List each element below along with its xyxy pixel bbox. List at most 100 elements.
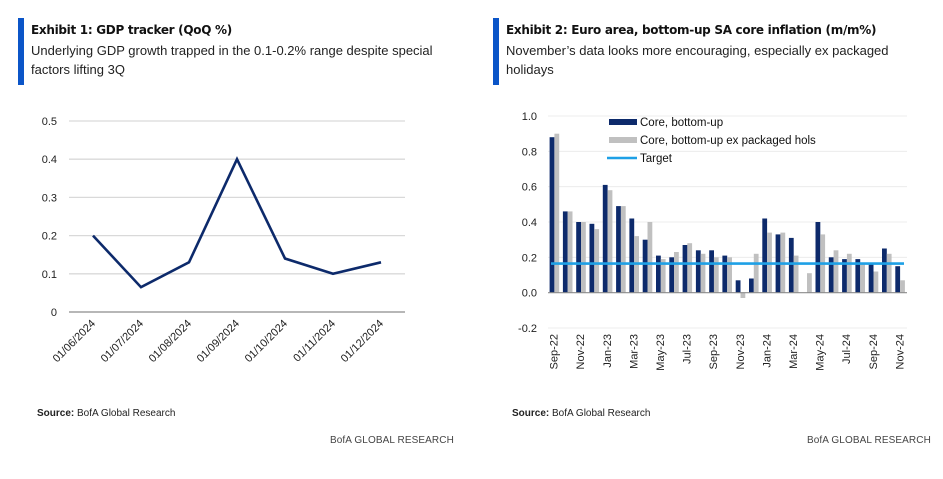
legend-swatch-ex-hols xyxy=(609,137,637,143)
y-tick-label: 0.4 xyxy=(42,154,57,166)
core-ex-hols-bar xyxy=(860,262,865,293)
x-tick-label: May-24 xyxy=(815,334,827,371)
source-label: Source: xyxy=(512,408,550,419)
core-bar xyxy=(709,250,714,293)
y-tick-label: 0.2 xyxy=(522,252,537,264)
exhibit-1-title: Exhibit 1: GDP tracker (QoQ %) xyxy=(31,23,232,37)
y-tick-label: 0.8 xyxy=(522,146,537,158)
core-ex-hols-bar xyxy=(700,253,706,293)
gdp-series-line xyxy=(92,156,382,289)
y-tick-label: -0.2 xyxy=(518,323,537,335)
core-bar xyxy=(762,218,768,293)
y-tick-label: 1.0 xyxy=(522,111,537,123)
x-tick-label: Jul-23 xyxy=(682,334,694,364)
core-bar xyxy=(882,248,887,293)
core-ex-hols-bar xyxy=(807,273,812,293)
source-text: BofA Global Research xyxy=(77,408,176,419)
core-ex-hols-bar xyxy=(740,292,746,298)
core-ex-hols-bar xyxy=(713,257,719,293)
legend-label-ex-hols: Core, bottom-up ex packaged hols xyxy=(640,135,816,147)
core-bar xyxy=(749,278,754,293)
x-tick-label: May-23 xyxy=(655,334,667,371)
core-ex-hols-bar xyxy=(753,253,759,293)
x-tick-label: Nov-23 xyxy=(735,334,747,369)
exhibit-1-panel: Exhibit 1: GDP tracker (QoQ %) Underlyin… xyxy=(0,0,470,479)
legend-label-target: Target xyxy=(640,153,673,165)
x-tick-label: 01/08/2024 xyxy=(147,318,194,365)
exhibit-1-source: Source: BofA Global Research xyxy=(37,408,175,419)
y-tick-label: 0.1 xyxy=(42,269,57,281)
x-tick-label: 01/11/2024 xyxy=(291,318,338,365)
exhibit-2-brand: BofA GLOBAL RESEARCH xyxy=(807,435,931,446)
core-ex-hols-bar xyxy=(886,253,892,293)
core-bar xyxy=(815,222,821,293)
core-ex-hols-bar xyxy=(674,252,679,293)
core-bar xyxy=(576,222,581,293)
core-ex-hols-bar xyxy=(620,206,626,293)
x-tick-label: 01/07/2024 xyxy=(99,318,146,365)
core-bar xyxy=(842,259,847,293)
core-ex-hols-bar xyxy=(554,133,560,293)
source-text: BofA Global Research xyxy=(552,408,651,419)
core-ex-hols-bar xyxy=(846,253,852,293)
core-bar xyxy=(868,262,874,293)
core-bar xyxy=(562,211,568,293)
exhibit-1-brand: BofA GLOBAL RESEARCH xyxy=(330,435,454,446)
core-ex-hols-bar xyxy=(567,211,573,293)
y-tick-label: 0.6 xyxy=(522,182,537,194)
legend-swatch-core xyxy=(609,119,637,125)
x-tick-label: Nov-24 xyxy=(894,334,906,369)
x-tick-label: Jan-23 xyxy=(602,334,614,368)
core-bar xyxy=(616,206,621,293)
y-tick-label: 0.0 xyxy=(522,288,537,300)
gdp-tracker-chart: 00.10.20.30.40.501/06/2024 01/07/2024 01/0… xyxy=(42,116,405,365)
core-bar xyxy=(722,255,728,293)
core-ex-hols-bar xyxy=(833,250,839,293)
core-ex-hols-bar xyxy=(647,222,653,293)
core-bar xyxy=(788,237,794,293)
core-bar xyxy=(642,239,648,293)
x-tick-label: 01/12/2024 xyxy=(339,318,386,365)
x-tick-label: Sep-24 xyxy=(868,334,880,369)
y-tick-label: 0.4 xyxy=(522,217,537,229)
x-tick-label: Nov-22 xyxy=(575,334,587,369)
core-bar xyxy=(669,257,675,293)
core-bar xyxy=(895,266,901,293)
core-bar xyxy=(695,250,701,293)
core-bar xyxy=(656,255,661,293)
exhibit-2-title: Exhibit 2: Euro area, bottom-up SA core … xyxy=(506,23,877,37)
exhibit-2-subtitle: November’s data looks more encouraging, … xyxy=(506,43,889,77)
core-ex-hols-bar xyxy=(594,229,600,293)
core-inflation-chart: -0.2 0.0 0.2 0.4 0.6 0.8 1.0 Sep-22 Nov-22 Jan-23… xyxy=(518,111,907,371)
core-bar xyxy=(828,257,834,293)
core-ex-hols-bar xyxy=(793,255,799,293)
x-tick-label: 01/10/2024 xyxy=(243,318,290,365)
core-ex-hols-bar xyxy=(581,222,586,293)
source-label: Source: xyxy=(37,408,75,419)
core-ex-hols-bar xyxy=(660,259,666,293)
core-bar xyxy=(549,137,555,293)
x-tick-label: Sep-22 xyxy=(549,334,561,369)
exhibit-2-source: Source: BofA Global Research xyxy=(512,408,650,419)
y-tick-label: 0.2 xyxy=(42,231,57,243)
core-bar xyxy=(735,280,741,293)
core-bar xyxy=(629,218,635,293)
core-bar xyxy=(589,223,595,293)
legend-label-core: Core, bottom-up xyxy=(640,117,723,129)
x-tick-label: Mar-24 xyxy=(788,334,800,369)
y-tick-label: 0.3 xyxy=(42,192,57,204)
core-bar xyxy=(855,259,861,293)
core-bar xyxy=(682,245,688,293)
core-ex-hols-bar xyxy=(607,190,613,293)
exhibit-1-header: Exhibit 1: GDP tracker (QoQ %) Underlyin… xyxy=(18,18,441,85)
core-bar xyxy=(602,184,608,293)
exhibit-1-subtitle: Underlying GDP growth trapped in the 0.1… xyxy=(31,43,433,77)
y-tick-label: 0.5 xyxy=(42,116,57,128)
x-tick-label: 01/09/2024 xyxy=(195,318,242,365)
x-tick-label: Jan-24 xyxy=(761,334,773,368)
exhibit-2-header: Exhibit 2: Euro area, bottom-up SA core … xyxy=(493,18,926,85)
core-ex-hols-bar xyxy=(687,243,693,293)
core-ex-hols-bar xyxy=(873,271,879,293)
x-tick-label: Sep-23 xyxy=(708,334,720,369)
core-ex-hols-bar xyxy=(727,257,732,293)
